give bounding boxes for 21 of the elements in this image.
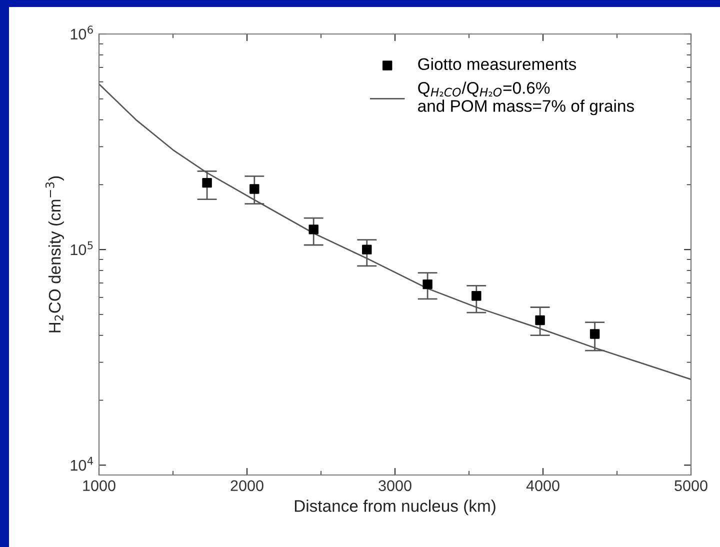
x-tick-label: 1000 — [83, 480, 116, 492]
legend-label: Q$_{H₂CO}$/Q$_{H₂O}$=0.6% and POM mass=7% of grains — [418, 82, 634, 116]
y-tick-label: 10$^{4}$ — [70, 456, 94, 471]
y-axis-title: H$_{2}$CO density (cm$^{−3}$) — [45, 176, 64, 332]
point — [472, 290, 482, 301]
legend-label: Giotto measurements — [418, 58, 576, 70]
point — [308, 224, 318, 234]
point — [535, 315, 545, 326]
point — [362, 244, 372, 254]
x-tick-label: 5000 — [674, 480, 708, 492]
x-tick-label: 2000 — [230, 480, 264, 492]
y-tick-label: 10$^{5}$ — [70, 241, 93, 256]
x-tick-label: 3000 — [378, 480, 412, 492]
y-tick-label: 10$^{6}$ — [70, 26, 93, 40]
x-tick-label: 4000 — [526, 480, 560, 492]
line-series — [99, 83, 691, 380]
x-axis-title: Distance from nucleus (km) — [294, 500, 496, 516]
point — [422, 279, 432, 290]
point — [590, 329, 600, 339]
point — [250, 184, 260, 194]
point — [202, 178, 212, 188]
